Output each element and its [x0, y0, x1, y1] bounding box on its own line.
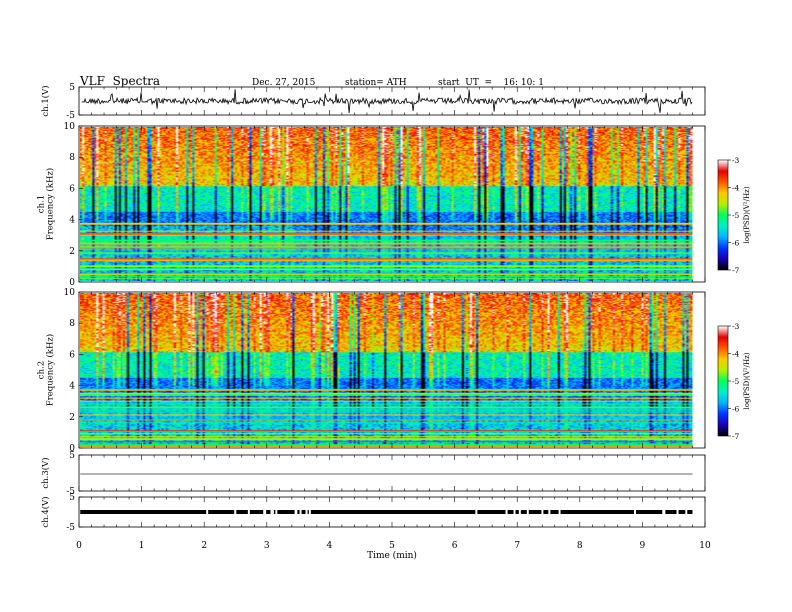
y-tick-label: 8: [69, 319, 75, 329]
y-tick-label: 10: [64, 122, 76, 132]
y-axis-label: ch.2: [37, 361, 47, 379]
colorbar-label: log(PSD)(V²/Hz): [743, 352, 751, 409]
ch4-trace-gap: [206, 510, 209, 514]
chart-title: VLF Spectra: [80, 74, 161, 88]
ch4-trace-gap: [513, 510, 516, 514]
y-tick-label: 10: [64, 288, 76, 298]
start-time-label: start UT = 16: 10: 1: [438, 78, 544, 88]
x-tick-label: 0: [76, 541, 82, 551]
ch4-trace-gap: [295, 510, 298, 514]
x-tick-label: 7: [514, 541, 520, 551]
x-tick-label: 6: [452, 541, 458, 551]
ch4-trace-gap: [275, 510, 278, 514]
y-axis-label: ch.4(V): [40, 496, 51, 527]
ch4-trace-gap: [526, 510, 529, 514]
colorbar-tick-label: -7: [732, 266, 740, 275]
ch4-trace-gap: [270, 510, 273, 514]
ch4-trace-gap: [505, 510, 508, 514]
y-tick-label: -5: [66, 523, 75, 533]
x-tick-label: 8: [577, 541, 583, 551]
y-tick-label: 6: [69, 350, 75, 360]
y-tick-label: 0: [69, 278, 75, 288]
x-tick-label: 2: [201, 541, 207, 551]
ch4-trace-gap: [548, 510, 551, 514]
y-tick-label: 5: [69, 451, 75, 461]
ch4-trace-gap: [271, 510, 274, 514]
ch4-trace-gap: [663, 510, 666, 514]
x-axis-label: Time (min): [367, 550, 417, 561]
y-tick-label: 2: [69, 413, 75, 423]
x-tick-label: 1: [139, 541, 145, 551]
colorbar-ch1-spectrogram: [718, 160, 728, 270]
ch4-waveform-trace: [80, 510, 693, 514]
colorbar-tick-label: -7: [732, 432, 740, 441]
ch4-trace-gap: [264, 510, 267, 514]
ch4-trace-gap: [475, 510, 478, 514]
ch1-waveform-trace: [81, 89, 693, 114]
y-tick-label: 4: [69, 382, 75, 392]
y-axis-label: Frequency (kHz): [45, 168, 56, 240]
ch4-trace-gap: [633, 510, 636, 514]
ch4-trace-gap: [676, 510, 679, 514]
y-axis-label: ch.1(V): [40, 85, 51, 116]
station-label: station= ATH: [345, 78, 407, 88]
colorbar-tick-label: -5: [732, 377, 740, 386]
ch4-trace-gap: [247, 510, 250, 514]
y-tick-label: 0: [69, 444, 75, 454]
y-axis-label: ch.3(V): [40, 457, 51, 488]
colorbar-tick-label: -6: [732, 405, 740, 414]
y-tick-label: 5: [69, 83, 75, 93]
y-tick-label: 2: [69, 247, 75, 257]
x-tick-label: 4: [327, 541, 333, 551]
colorbar-ch2-spectrogram: [718, 326, 728, 436]
x-tick-label: 3: [264, 541, 270, 551]
y-tick-label: 8: [69, 153, 75, 163]
plot-frame-ch3-waveform: [78, 454, 706, 492]
colorbar-tick-label: -4: [732, 184, 740, 193]
y-tick-label: 6: [69, 184, 75, 194]
colorbar-label: log(PSD)(V²/Hz): [743, 186, 751, 243]
y-tick-label: 5: [69, 493, 75, 503]
ch4-trace-gap: [299, 510, 302, 514]
ch4-trace-gap: [662, 510, 665, 514]
y-axis-label: ch.1: [37, 195, 47, 213]
ch4-trace-gap: [558, 510, 561, 514]
x-tick-label: 10: [699, 541, 711, 551]
y-tick-label: -5: [66, 111, 75, 121]
ch4-trace-gap: [305, 510, 308, 514]
colorbar-tick-label: -5: [732, 211, 740, 220]
spectrogram-image-ch2-spectrogram: [80, 293, 693, 447]
x-tick-label: 5: [389, 541, 395, 551]
ch4-trace-gap: [685, 510, 688, 514]
date-label: Dec. 27, 2015: [252, 78, 316, 88]
colorbar-tick-label: -6: [732, 239, 740, 248]
x-tick-label: 9: [640, 541, 646, 551]
y-tick-label: -5: [66, 487, 75, 497]
ch4-trace-gap: [518, 510, 521, 514]
colorbar-tick-label: -4: [732, 350, 740, 359]
colorbar-tick-label: -3: [732, 322, 740, 331]
colorbar-tick-label: -3: [732, 156, 740, 165]
y-tick-label: 4: [69, 216, 75, 226]
spectrogram-image-ch1-spectrogram: [80, 127, 693, 281]
ch4-trace-gap: [234, 510, 237, 514]
y-axis-label: Frequency (kHz): [45, 334, 56, 406]
ch4-trace-gap: [308, 510, 311, 514]
ch4-trace-gap: [541, 510, 544, 514]
